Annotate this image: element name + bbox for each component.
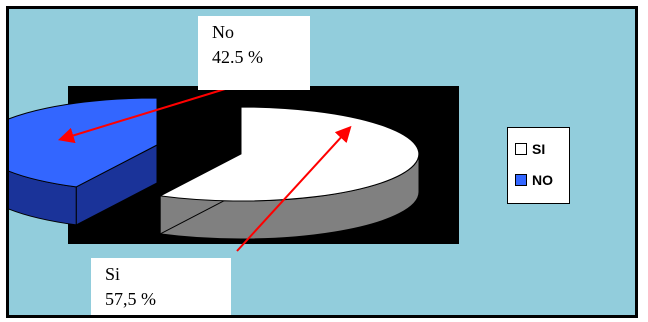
annotation-si: Si 57,5 % xyxy=(91,258,231,318)
annotation-no-label: No xyxy=(212,20,310,45)
legend-label-si: SI xyxy=(532,141,545,157)
annotation-si-value: 57,5 % xyxy=(105,287,231,312)
legend-label-no: NO xyxy=(532,172,553,188)
legend: SI NO xyxy=(507,127,570,204)
legend-item-no: NO xyxy=(515,172,553,188)
legend-item-si: SI xyxy=(515,141,545,157)
legend-swatch-no xyxy=(515,174,527,186)
annotation-no: No 42.5 % xyxy=(198,16,310,90)
annotation-no-value: 42.5 % xyxy=(212,45,310,70)
legend-swatch-si xyxy=(515,143,527,155)
annotation-si-label: Si xyxy=(105,262,231,287)
chart-frame: No 42.5 % Si 57,5 % SI NO xyxy=(6,6,638,318)
